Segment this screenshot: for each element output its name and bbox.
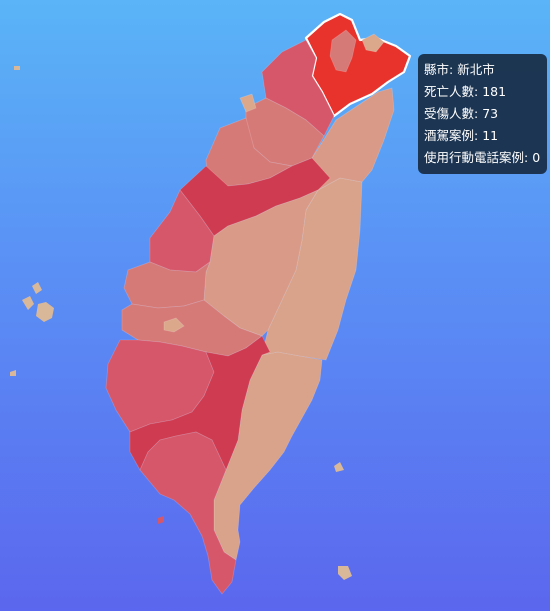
county-taipei[interactable] (329, 29, 357, 73)
tooltip-county-label: 縣市 (424, 62, 450, 77)
tooltip-drunk-value: 11 (482, 128, 499, 143)
green-island[interactable] (334, 462, 344, 472)
tooltip-deaths-row: 死亡人數: 181 (424, 84, 507, 99)
tooltip-deaths-value: 181 (482, 84, 507, 99)
penghu-islands[interactable] (22, 282, 54, 322)
tooltip-county-row: 縣市: 新北市 (424, 62, 495, 77)
county-hsinchu-city[interactable] (239, 93, 257, 113)
tooltip-deaths-label: 死亡人數 (424, 84, 475, 99)
tooltip-drunk-row: 酒駕案例: 11 (424, 128, 499, 143)
tooltip-injuries-value: 73 (482, 106, 499, 121)
tooltip-injuries-row: 受傷人數: 73 (424, 106, 499, 121)
county-yunlin[interactable] (123, 261, 211, 309)
liuqiu-island[interactable] (158, 516, 164, 524)
orchid-island[interactable] (338, 566, 352, 580)
tooltip-phone-value: 0 (532, 150, 541, 165)
county-pingtung[interactable] (139, 431, 237, 595)
county-chiayi-city[interactable] (163, 317, 185, 333)
county-keelung[interactable] (361, 33, 385, 53)
tooltip-county-value: 新北市 (457, 62, 495, 77)
tooltip-phone-label: 使用行動電話案例 (424, 150, 525, 165)
tooltip-drunk-label: 酒駕案例 (424, 128, 475, 143)
map-tooltip: 縣市: 新北市 死亡人數: 181 受傷人數: 73 酒駕案例: 11 使用行動… (418, 54, 547, 174)
small-islet (10, 370, 16, 376)
tooltip-phone-row: 使用行動電話案例: 0 (424, 150, 541, 165)
small-islet (14, 66, 20, 70)
tooltip-injuries-label: 受傷人數 (424, 106, 475, 121)
